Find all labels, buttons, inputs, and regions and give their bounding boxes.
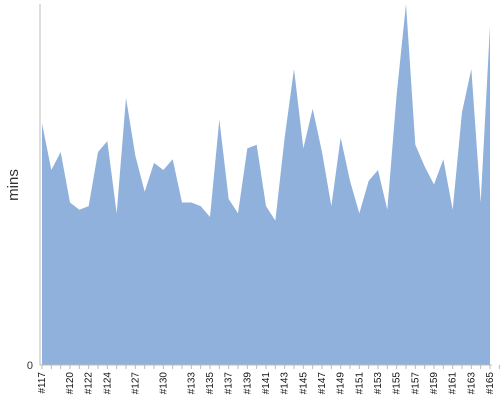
x-tick-label: #159 bbox=[429, 372, 440, 395]
x-tick-label: #143 bbox=[280, 372, 291, 395]
area-series bbox=[42, 4, 490, 365]
x-tick-label: #124 bbox=[102, 372, 113, 395]
x-tick-label: #120 bbox=[65, 372, 76, 395]
x-tick-label: #139 bbox=[242, 372, 253, 395]
x-tick-label: #117 bbox=[37, 372, 48, 394]
x-tick-label: #141 bbox=[261, 372, 272, 395]
x-tick-label: #122 bbox=[84, 372, 95, 395]
x-ticks: #117 #120 #122 #124 #127 #130 #133 #135 #137 #139… bbox=[37, 365, 500, 394]
x-tick-label: #161 bbox=[448, 372, 459, 395]
x-tick-label: #137 bbox=[224, 372, 235, 395]
x-tick-label: #151 bbox=[354, 372, 365, 395]
plot-area bbox=[42, 4, 490, 365]
x-tick-label: #153 bbox=[373, 372, 384, 395]
x-tick-label: #149 bbox=[336, 372, 347, 395]
y-axis-label: mins bbox=[5, 169, 22, 201]
x-tick-label: #155 bbox=[392, 372, 403, 395]
x-tick-label: #147 bbox=[317, 372, 328, 395]
y-ticks: 0 bbox=[27, 360, 33, 372]
x-tick-label: #135 bbox=[205, 372, 216, 395]
x-tick-label: #133 bbox=[186, 372, 197, 395]
x-tick-label: #145 bbox=[298, 372, 309, 395]
x-tick-label: #127 bbox=[130, 372, 141, 395]
x-tick-label: #163 bbox=[466, 372, 477, 395]
x-tick-label: #130 bbox=[158, 372, 169, 395]
x-tick-label: #157 bbox=[410, 372, 421, 395]
x-tick-label: #165 bbox=[485, 372, 496, 395]
y-tick-label: 0 bbox=[27, 360, 33, 372]
